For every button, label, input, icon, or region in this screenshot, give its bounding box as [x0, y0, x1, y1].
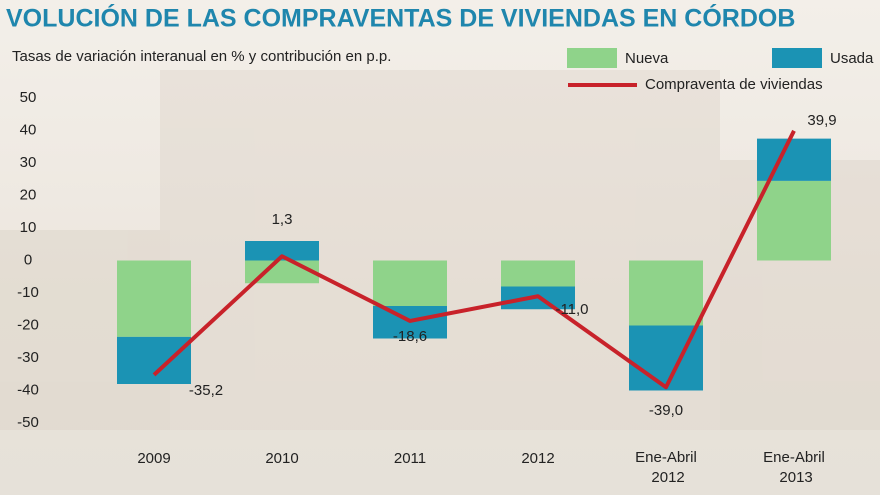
bar	[501, 260, 575, 287]
bar	[117, 336, 191, 384]
legend-label: Compraventa de viviendas	[645, 76, 823, 93]
chart-title: VOLUCIÓN DE LAS COMPRAVENTAS DE VIVIENDA…	[6, 3, 795, 33]
y-tick-label: -40	[17, 381, 39, 398]
data-label: -18,6	[393, 328, 427, 345]
chart-subtitle: Tasas de variación interanual en % y con…	[12, 48, 391, 65]
bar	[757, 180, 831, 261]
data-label: -39,0	[649, 402, 683, 419]
y-tick-label: 10	[20, 219, 37, 236]
y-tick-label: 0	[24, 251, 32, 268]
x-tick-label: Ene-Abril 2013	[763, 449, 825, 486]
data-label: 39,9	[807, 112, 836, 129]
y-tick-label: -20	[17, 316, 39, 333]
data-label: -35,2	[189, 382, 223, 399]
x-tick-label: 2011	[394, 450, 426, 467]
data-label: -11,0	[555, 301, 588, 318]
legend-swatch	[567, 48, 617, 68]
y-tick-label: -50	[17, 414, 39, 431]
bar	[757, 138, 831, 181]
y-tick-label: 40	[20, 121, 37, 138]
y-tick-label: 30	[20, 154, 37, 171]
bar	[117, 260, 191, 337]
x-tick-label: 2010	[265, 450, 298, 467]
bar	[629, 260, 703, 326]
y-tick-label: -30	[17, 349, 39, 366]
legend-label: Nueva	[625, 50, 669, 67]
x-tick-label: Ene-Abril 2012	[635, 449, 697, 486]
x-tick-label: 2009	[137, 450, 170, 467]
line	[152, 129, 796, 390]
legend-label: Usada	[830, 50, 874, 67]
legend-swatch	[772, 48, 822, 68]
y-tick-label: -10	[17, 284, 39, 301]
x-tick-label: 2012	[521, 450, 554, 467]
bar	[245, 241, 319, 261]
bar	[373, 260, 447, 306]
y-tick-label: 20	[20, 186, 37, 203]
data-label: 1,3	[272, 211, 293, 228]
y-tick-label: 50	[20, 89, 37, 106]
